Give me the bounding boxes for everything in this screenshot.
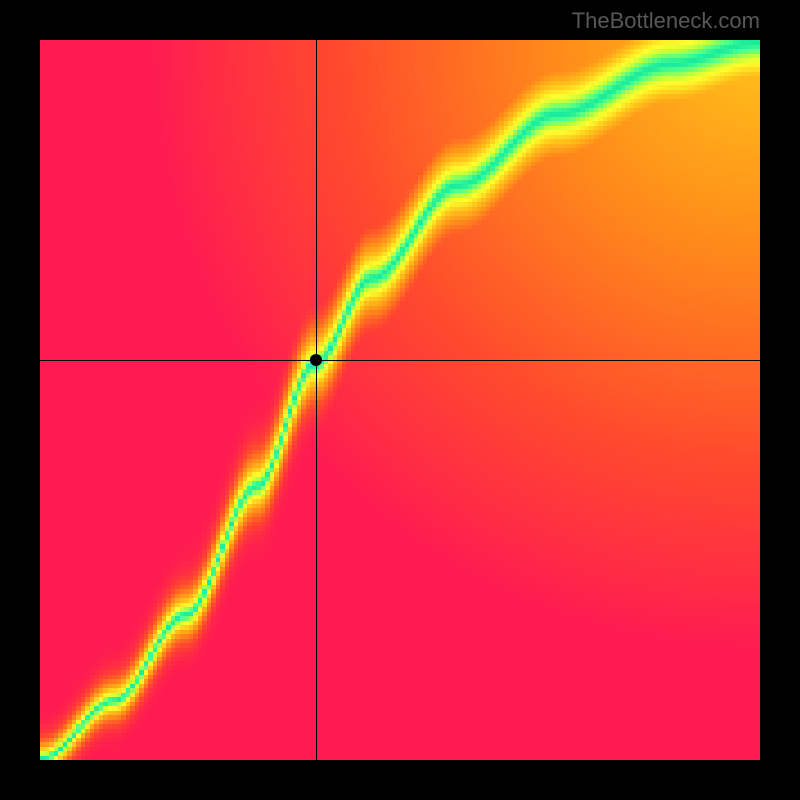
- heatmap-plot: [40, 40, 760, 760]
- crosshair-vertical: [316, 40, 317, 760]
- heatmap-canvas: [40, 40, 760, 760]
- chart-container: { "watermark": { "text": "TheBottleneck.…: [0, 0, 800, 800]
- crosshair-horizontal: [40, 360, 760, 361]
- watermark-label: TheBottleneck.com: [572, 8, 760, 34]
- bottleneck-marker: [310, 354, 322, 366]
